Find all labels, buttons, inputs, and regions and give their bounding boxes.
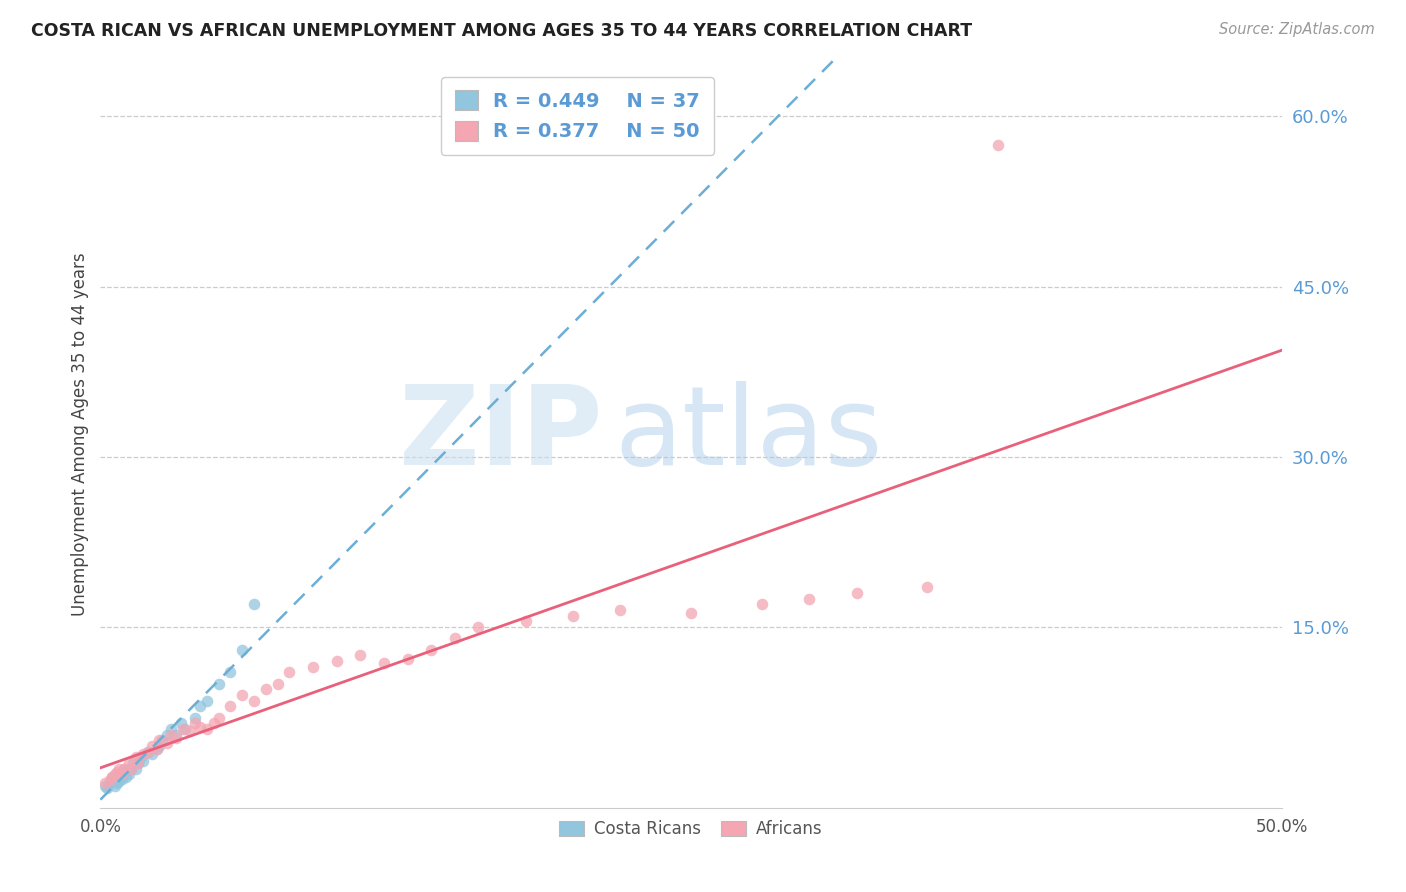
Point bbox=[420, 642, 443, 657]
Point bbox=[129, 750, 152, 764]
Point bbox=[799, 591, 821, 606]
Text: Source: ZipAtlas.com: Source: ZipAtlas.com bbox=[1219, 22, 1375, 37]
Point bbox=[172, 722, 194, 736]
Point bbox=[120, 762, 142, 776]
Point bbox=[160, 728, 183, 742]
Point bbox=[150, 733, 173, 747]
Point bbox=[112, 765, 135, 780]
Text: ZIP: ZIP bbox=[399, 381, 603, 488]
Point bbox=[188, 699, 211, 714]
Point bbox=[188, 720, 211, 734]
Point bbox=[103, 767, 125, 781]
Point bbox=[146, 742, 169, 756]
Point bbox=[94, 779, 117, 793]
Point bbox=[562, 608, 585, 623]
Point bbox=[396, 651, 419, 665]
Point bbox=[917, 580, 939, 594]
Point bbox=[132, 754, 155, 768]
Point bbox=[111, 772, 134, 786]
Point bbox=[105, 765, 128, 780]
Point bbox=[202, 716, 225, 731]
Point bbox=[125, 750, 148, 764]
Point bbox=[101, 773, 124, 788]
Point bbox=[170, 716, 193, 731]
Point bbox=[373, 657, 395, 671]
Point bbox=[112, 762, 135, 776]
Point bbox=[141, 739, 163, 753]
Point bbox=[141, 747, 163, 761]
Point bbox=[155, 728, 177, 742]
Point bbox=[136, 745, 159, 759]
Point bbox=[101, 770, 124, 784]
Point bbox=[845, 586, 868, 600]
Legend: Costa Ricans, Africans: Costa Ricans, Africans bbox=[553, 814, 830, 845]
Point bbox=[243, 597, 266, 611]
Point bbox=[160, 722, 183, 736]
Point bbox=[609, 603, 631, 617]
Point bbox=[184, 711, 207, 725]
Point bbox=[179, 724, 201, 739]
Point bbox=[127, 756, 149, 770]
Point bbox=[266, 676, 288, 690]
Point bbox=[987, 137, 1010, 152]
Point bbox=[254, 682, 277, 697]
Point bbox=[94, 776, 117, 790]
Point bbox=[148, 733, 170, 747]
Point bbox=[207, 711, 229, 725]
Text: atlas: atlas bbox=[614, 381, 883, 488]
Point bbox=[146, 742, 169, 756]
Point bbox=[148, 739, 170, 753]
Point bbox=[165, 731, 187, 745]
Point bbox=[120, 762, 142, 776]
Point bbox=[155, 736, 177, 750]
Point bbox=[105, 776, 128, 790]
Point bbox=[325, 654, 347, 668]
Point bbox=[751, 597, 773, 611]
Point bbox=[125, 762, 148, 776]
Point bbox=[122, 756, 145, 770]
Point bbox=[115, 770, 138, 784]
Point bbox=[98, 773, 121, 788]
Text: COSTA RICAN VS AFRICAN UNEMPLOYMENT AMONG AGES 35 TO 44 YEARS CORRELATION CHART: COSTA RICAN VS AFRICAN UNEMPLOYMENT AMON… bbox=[31, 22, 972, 40]
Point bbox=[108, 774, 131, 789]
Point bbox=[98, 776, 121, 790]
Point bbox=[231, 688, 253, 702]
Point bbox=[174, 722, 197, 736]
Point bbox=[515, 614, 537, 628]
Point bbox=[207, 676, 229, 690]
Point bbox=[184, 716, 207, 731]
Point bbox=[96, 780, 118, 795]
Y-axis label: Unemployment Among Ages 35 to 44 years: Unemployment Among Ages 35 to 44 years bbox=[72, 252, 89, 615]
Point bbox=[195, 693, 218, 707]
Point bbox=[219, 699, 242, 714]
Point bbox=[195, 722, 218, 736]
Point bbox=[132, 747, 155, 761]
Point bbox=[108, 767, 131, 781]
Point bbox=[103, 779, 125, 793]
Point bbox=[219, 665, 242, 680]
Point bbox=[118, 756, 141, 770]
Point bbox=[681, 607, 703, 621]
Point bbox=[112, 762, 135, 776]
Point bbox=[231, 642, 253, 657]
Point bbox=[243, 693, 266, 707]
Point bbox=[108, 762, 131, 776]
Point bbox=[165, 728, 187, 742]
Point bbox=[101, 770, 124, 784]
Point bbox=[278, 665, 301, 680]
Point bbox=[118, 767, 141, 781]
Point bbox=[467, 620, 489, 634]
Point bbox=[127, 756, 149, 770]
Point bbox=[349, 648, 371, 663]
Point bbox=[111, 767, 134, 781]
Point bbox=[302, 659, 325, 673]
Point bbox=[136, 745, 159, 759]
Point bbox=[443, 632, 465, 646]
